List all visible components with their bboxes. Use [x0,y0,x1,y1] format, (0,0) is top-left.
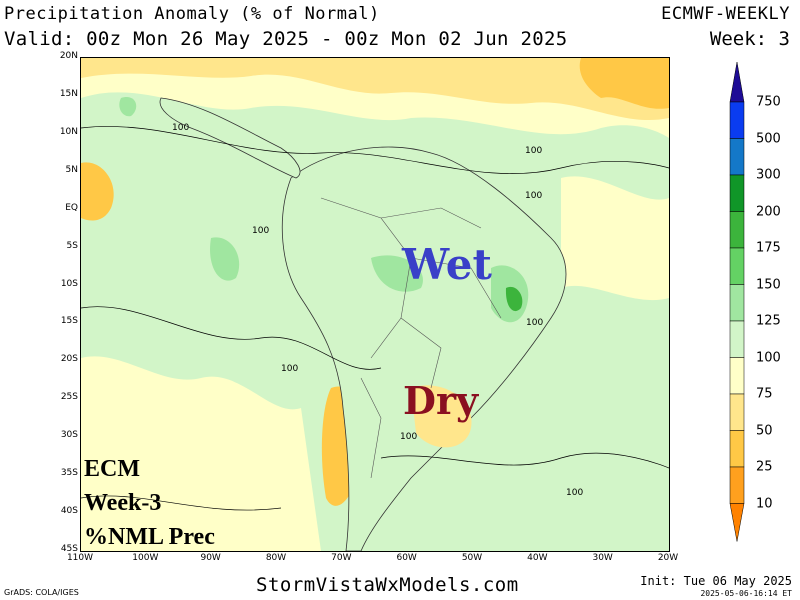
init-time: Init: Tue 06 May 2025 [640,574,792,588]
lat-tick-label: 20S [60,354,78,365]
field-orange-north [81,58,669,121]
ecm-line: Week-3 [84,490,162,516]
colorbar-label: 750 [756,94,781,110]
colorbar-arrow-top [729,62,745,103]
colorbar-label: 100 [756,350,781,365]
contour-label: 100 [252,226,270,236]
lat-tick-label: 10S [60,278,78,289]
colorbar-label: 150 [756,277,781,292]
colorbar-label: 10 [756,496,773,511]
field-yellow-atlantic [561,176,669,301]
site-credit: StormVistaWxModels.com [256,574,519,596]
colorbar-label: 125 [756,313,781,329]
ecm-line: %NML Prec [84,524,215,550]
colorbar-segment [729,430,745,468]
valid-period: Valid: 00z Mon 26 May 2025 - 00z Mon 02 … [4,28,568,50]
colorbar-label: 50 [756,423,773,438]
colorbar-segment [729,320,745,358]
lat-tick-label: 40S [60,506,78,517]
lon-tick-label: 110W [66,553,94,563]
lat-tick-label: 10N [59,126,78,137]
lat-tick-label: 20N [59,51,78,61]
contour-label: 100 [281,364,299,374]
field-orange-se-brazil [411,385,472,448]
lat-tick-label: 15S [60,316,78,327]
colorbar-segment [729,357,745,395]
ecm-annotation: ECM Week-3 %NML Prec [84,452,215,554]
field-yellow-pacific [81,356,321,551]
lat-tick-label: 5S [66,240,78,251]
generation-timestamp: 2025-05-06-16:14 ET [700,589,792,598]
lon-tick-label: 70W [331,553,352,563]
colorbar-label: 175 [756,240,781,256]
colorbar-label: 500 [756,131,781,146]
field-deep-orange-north [579,58,669,109]
lon-tick-label: 90W [200,553,221,563]
ecm-line: ECM [84,456,140,482]
contour-line-3 [380,452,669,469]
contour-label: 100 [526,318,544,328]
map-canvas [81,58,669,551]
lon-tick-label: 80W [265,553,287,563]
dry-label: Dry [403,378,479,423]
colorbar-segment [729,247,745,285]
colorbar-arrow-bottom [729,503,745,542]
colorbar-segment [729,393,745,431]
lat-tick-label: 30S [60,430,78,441]
colorbar-segment [729,138,745,176]
wet-label: Wet [402,240,492,289]
model-name: ECMWF-WEEKLY [661,4,790,24]
field-green-pacific-1 [119,97,137,117]
grads-credit: GrADS: COLA/IGES [4,588,79,597]
lat-tick-label: 15N [59,88,78,99]
colorbar-segment [729,284,745,322]
lon-tick-label: 100W [132,553,159,563]
lat-tick-label: 25S [60,392,78,403]
contour-line-2 [81,306,382,370]
lat-tick-label: 35S [60,468,78,479]
lon-tick-label: 40W [527,553,548,563]
colorbar-label: 25 [756,459,773,475]
field-green-core [505,286,523,312]
lat-tick-label: 5N [65,164,78,175]
lon-tick-label: 60W [396,553,417,563]
contour-label: 100 [525,191,543,201]
colorbar-segment [729,466,745,504]
colorbar-segment [729,101,745,139]
lon-tick-label: 20W [657,553,679,563]
field-orange-west [81,162,114,221]
precip-anomaly-map [80,57,670,552]
lon-tick-label: 50W [461,553,483,563]
color-scale-bar [729,62,745,542]
land-central-america [159,97,301,179]
colorbar-label: 75 [756,386,773,402]
week-label: Week: 3 [709,28,790,50]
lat-tick-label: 45S [60,544,78,554]
colorbar-segment [729,211,745,249]
contour-line-1 [81,126,669,174]
contour-label: 100 [566,488,584,498]
contour-label: 100 [525,146,543,156]
contour-label: 100 [172,123,190,133]
colorbar-label: 200 [756,204,781,219]
field-green-pacific-2 [210,237,240,281]
map-title: Precipitation Anomaly (% of Normal) [4,4,380,24]
contour-line-4 [81,495,282,511]
contour-label: 100 [400,432,418,442]
country-borders [320,197,502,479]
lat-tick-label: EQ [65,202,78,213]
colorbar-segment [729,174,745,212]
colorbar-label: 300 [756,167,781,183]
lon-tick-label: 30W [592,553,613,563]
